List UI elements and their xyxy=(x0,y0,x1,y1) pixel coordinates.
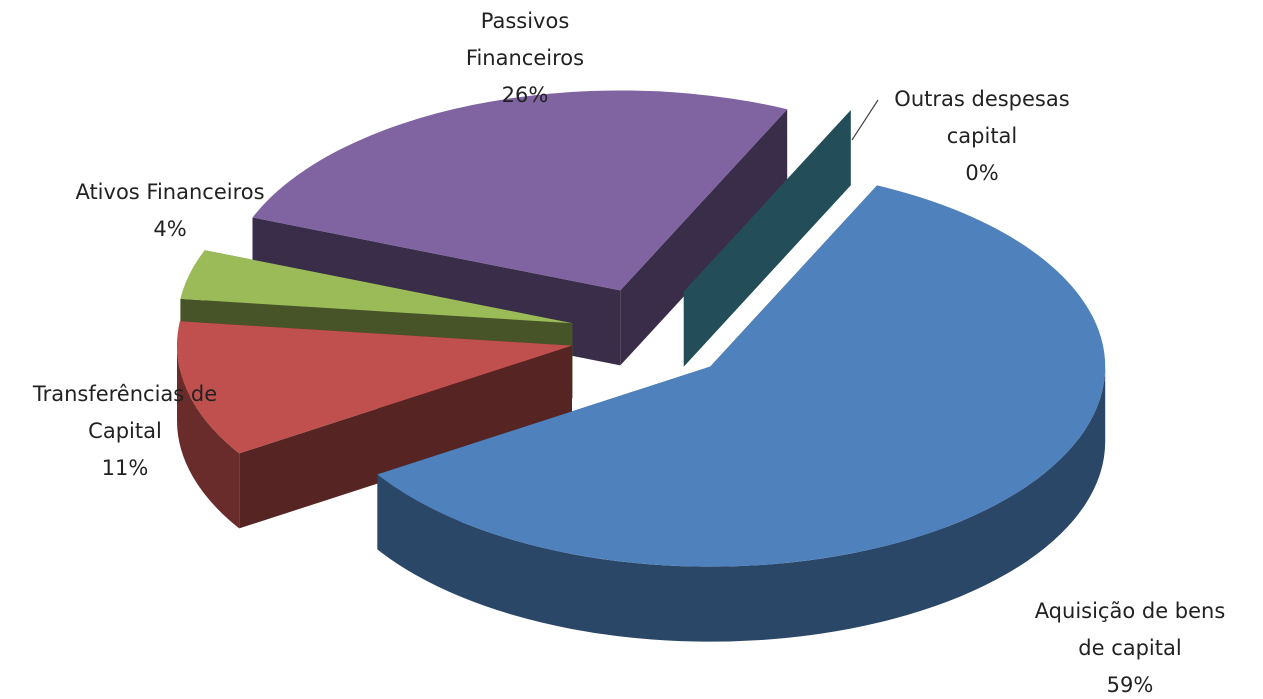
slice-label: Passivos Financeiros xyxy=(466,9,584,70)
slice xyxy=(176,321,572,529)
value-label: 59% xyxy=(1107,673,1154,697)
slice-label: Aquisição de bens de capital xyxy=(1035,599,1226,660)
slice-label: Outras despesas capital xyxy=(894,87,1069,148)
value-label: 26% xyxy=(502,83,549,107)
slice-top xyxy=(176,321,572,454)
slice-wall xyxy=(377,366,1106,642)
slice-top xyxy=(252,90,788,291)
slice-side xyxy=(683,110,851,367)
slice-top xyxy=(180,250,573,324)
slice-top xyxy=(377,185,1106,567)
slice-label: Ativos Financeiros xyxy=(75,180,264,204)
leader-line xyxy=(851,99,879,141)
slice-wall xyxy=(176,345,240,529)
value-label: 4% xyxy=(153,217,186,241)
slice-side xyxy=(620,109,788,366)
slice-label: Transferências de Capital xyxy=(32,382,217,443)
value-label: 11% xyxy=(102,456,149,480)
slice xyxy=(377,185,1106,642)
slice xyxy=(683,110,851,367)
value-label: 0% xyxy=(965,161,998,185)
